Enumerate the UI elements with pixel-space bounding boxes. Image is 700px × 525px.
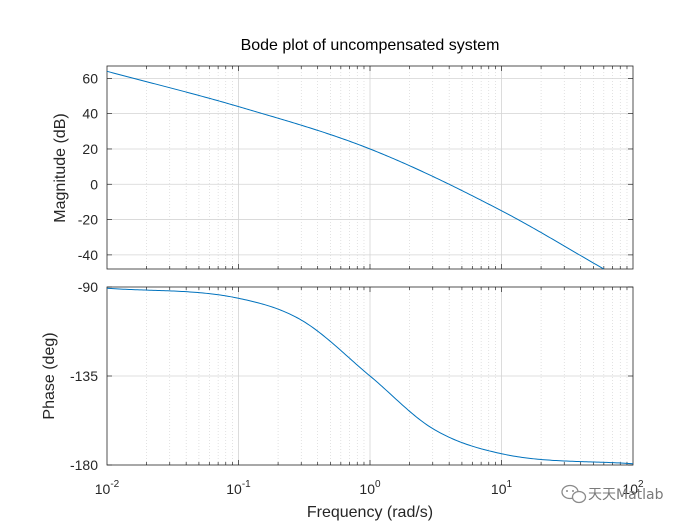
watermark-text: 天天Matlab xyxy=(588,487,664,503)
y-tick-label: 20 xyxy=(82,141,98,157)
phase-axes: -90 -135 -180 Phase (deg) xyxy=(41,279,634,473)
phase-y-ticks: -90 -135 -180 xyxy=(70,279,633,473)
y-tick-label: -180 xyxy=(70,457,98,473)
magnitude-y-label: Magnitude (dB) xyxy=(52,113,69,222)
x-tick-labels: 10-2 10-1 100 101 102 xyxy=(95,479,644,497)
wechat-icon xyxy=(561,484,587,504)
y-tick-label: -90 xyxy=(78,279,98,295)
x-tick-label: 102 xyxy=(622,479,644,497)
y-tick-label: 60 xyxy=(82,70,98,86)
chart-title: Bode plot of uncompensated system xyxy=(241,37,500,54)
magnitude-grid xyxy=(107,66,633,269)
x-axis-label: Frequency (rad/s) xyxy=(307,504,433,521)
phase-y-label: Phase (deg) xyxy=(41,332,58,419)
x-tick-label: 101 xyxy=(491,479,513,497)
magnitude-axes-box xyxy=(106,65,634,270)
y-tick-label: -40 xyxy=(78,247,98,263)
magnitude-y-ticks: 60 40 20 0 -20 -40 xyxy=(78,70,633,263)
y-tick-label: 40 xyxy=(82,106,98,122)
phase-series-line xyxy=(106,287,634,465)
watermark: 天天Matlab xyxy=(561,484,664,504)
y-tick-label: -135 xyxy=(70,368,98,384)
y-tick-label: -20 xyxy=(78,212,98,228)
x-tick-label: 10-2 xyxy=(95,479,120,497)
y-tick-label: 0 xyxy=(90,176,98,192)
magnitude-series-line xyxy=(106,70,605,270)
x-tick-label: 100 xyxy=(359,479,381,497)
magnitude-axes: 60 40 20 0 -20 -40 Magnitude (dB) xyxy=(52,65,634,270)
x-tick-label: 10-1 xyxy=(226,479,251,497)
